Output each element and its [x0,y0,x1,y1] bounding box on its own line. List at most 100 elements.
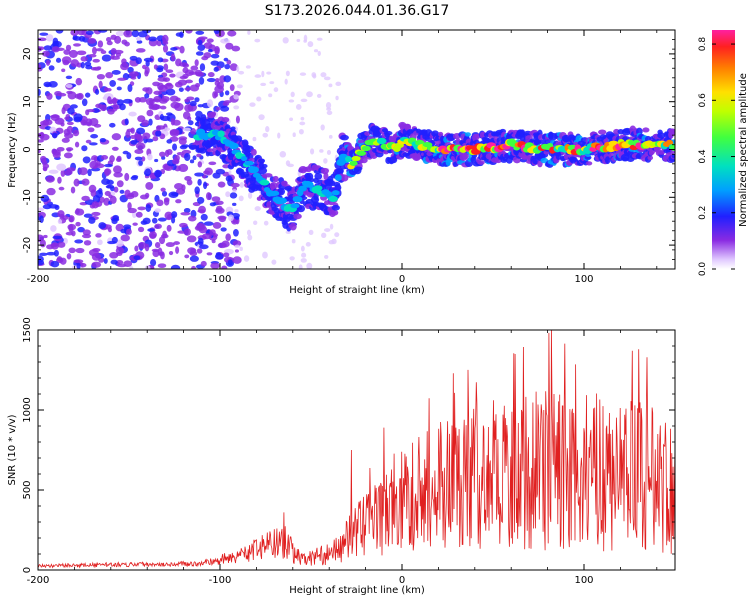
spectrogram-blob [136,134,143,142]
spectrogram-blob [121,39,128,45]
spectrogram-blob [200,260,207,267]
spectrogram-blob [134,148,144,154]
spectrogram-blob [106,87,112,92]
spectrogram-blob [62,215,69,221]
spectrogram-ridge-blob [249,166,260,174]
spectrogram-blob [231,45,241,52]
spectrogram-blob [328,134,333,139]
snr-xtick-label: 0 [399,575,405,586]
spectrogram-blob [203,42,213,49]
spectrogram-ridge-blob [292,195,303,203]
spectrogram-blob [233,228,239,237]
snr-ytick-label: 1500 [22,317,33,342]
spectrogram-blob [128,111,137,117]
spectrogram-blob [113,172,123,178]
spectrogram-blob [110,259,118,265]
spectrogram-blob [159,151,166,157]
spectrogram-blob [129,55,138,61]
spectrogram-blob [258,114,265,121]
spectrogram-blob [106,40,113,46]
spectrogram-blob [234,249,239,253]
spectrogram-blob [91,261,102,268]
spectrogram-ridge-blob [331,190,340,196]
spectrogram-blob [75,221,81,227]
spectrogram-blob [197,39,203,45]
spectrogram-blob [112,214,120,221]
spectrogram-blob [215,252,222,256]
spectrogram-blob [228,170,232,175]
spectrogram-blob [153,95,162,103]
spectrogram-blob [223,252,230,258]
spectrogram-blob [105,184,115,189]
spectrogram-blob [75,247,85,254]
spectrogram-blob [254,74,262,78]
spectrogram-blob [152,136,159,142]
spectrogram-blob [159,105,167,110]
spectrogram-blob [169,129,180,137]
snr-xlabel: Height of straight line (km) [289,585,425,596]
spectrogram-blob [287,163,294,168]
spectrogram-blob [215,168,226,175]
spectrogram-blob [210,53,220,59]
spectrogram-blob [127,202,132,210]
spectrogram-blob [320,72,327,78]
spectrogram-blob [39,32,49,36]
snr-series-line [38,330,675,569]
spectrogram-blob [177,79,188,86]
spectrogram-blob [290,91,295,98]
spectrogram-blob [233,94,240,100]
spectrogram-blob [215,205,223,213]
spectrogram-blob [76,262,81,269]
spectrogram-blob [66,121,74,126]
spectrogram-blob [163,63,169,71]
spectrogram-blob [210,111,217,117]
spectrogram-blob [301,252,307,258]
spectrogram-blob [232,189,237,193]
spectrogram-blob [195,51,204,56]
spectrogram-ridge-blob [349,160,358,166]
spectrogram-blob [213,66,219,72]
spectrogram-blob [169,73,176,78]
spectrogram-blob [123,260,133,268]
spectrogram-blob [123,224,132,229]
spectrogram-blob [42,167,48,172]
spectrogram-ridge-blob [328,195,338,203]
spectrogram-blob [329,223,334,230]
spectrogram-blob [85,139,92,144]
spectrogram-blob [81,145,88,152]
spectrogram-blob [129,265,134,269]
spectrogram-blob [91,201,99,209]
spectrogram-blob [184,152,191,162]
spectrogram-blob [188,71,198,75]
spectrogram-blob [189,100,197,107]
spectrogram-blob [43,45,52,51]
spectrogram-ridge-blob [361,145,371,152]
spectrogram-blob [134,245,139,252]
spectrogram-blob [154,223,162,230]
spectrogram-blob [56,163,67,171]
spectrogram-blob [174,154,180,162]
spectrogram-blob [48,80,58,88]
spectrogram-blob [256,96,262,102]
spectrogram-blob [225,175,233,182]
spectrogram-blob [165,88,176,96]
spectrogram-blob [437,131,444,137]
spectrogram-blob [203,170,210,175]
spectrogram-blob [184,104,194,113]
spectrogram-blob [277,132,281,139]
spectrogram-blob [141,119,149,127]
spectrogram-blob [197,104,204,108]
spectrogram-blob [199,63,206,72]
spectrogram-blob [261,70,265,78]
spectrogram-blob [154,158,159,163]
spectrogram-blob [194,186,200,195]
spectrogram-blob [179,31,184,38]
spectrogram-blob [87,168,92,177]
spectrogram-blob [230,126,236,131]
spectrogram-blob [212,221,222,229]
spectrogram-blob [92,108,100,113]
spectrogram-blob [671,154,675,159]
snr-xtick-label: 100 [574,575,593,586]
spectrogram-blob [61,137,70,143]
